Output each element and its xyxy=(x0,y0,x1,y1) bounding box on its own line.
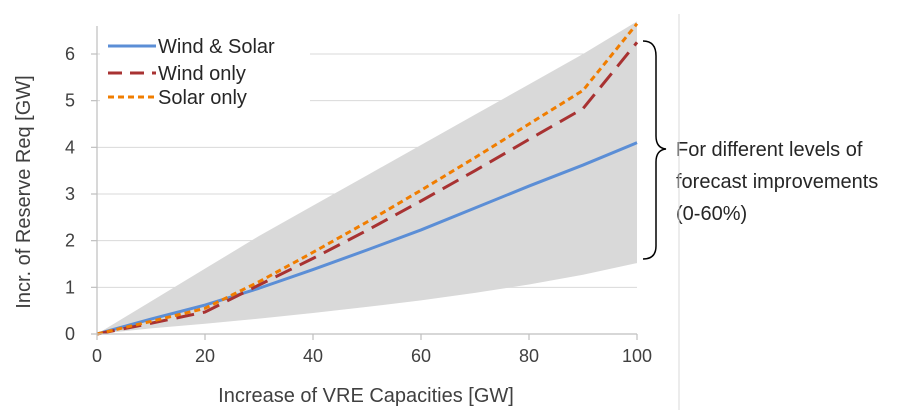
y-tick-label-5: 5 xyxy=(65,91,75,111)
y-tick-label-1: 1 xyxy=(65,277,75,297)
annotation-line-1: For different levels of xyxy=(676,139,863,161)
range-annotation: For different levels of forecast improve… xyxy=(676,139,878,225)
x-tick-label-20: 20 xyxy=(195,346,215,366)
legend-label-wind-only: Wind only xyxy=(158,63,246,85)
y-tick-label-4: 4 xyxy=(65,137,75,157)
series-line-solar-only xyxy=(96,22,639,336)
tick-labels: 0 20 40 60 80 100 0 1 2 3 4 5 6 xyxy=(65,44,652,366)
forecast-range-band xyxy=(97,21,637,334)
legend-label-wind-solar: Wind & Solar xyxy=(158,36,275,58)
x-tick-label-40: 40 xyxy=(303,346,323,366)
x-axis-title: Increase of VRE Capacities [GW] xyxy=(218,385,514,407)
y-tick-label-2: 2 xyxy=(65,231,75,251)
band-area xyxy=(97,21,637,334)
x-tick-label-0: 0 xyxy=(92,346,102,366)
range-brace xyxy=(642,40,667,260)
annotation-line-3: (0-60%) xyxy=(676,203,747,225)
axes xyxy=(91,26,638,340)
y-tick-label-6: 6 xyxy=(65,44,75,64)
series-lines xyxy=(96,22,639,336)
legend: Wind & Solar Wind only Solar only xyxy=(100,34,310,114)
series-line-wind-solar xyxy=(96,141,638,336)
series-line-wind-only xyxy=(96,41,639,336)
legend-label-solar-only: Solar only xyxy=(158,87,247,109)
y-tick-label-0: 0 xyxy=(65,324,75,344)
y-axis-title: Incr. of Reserve Req [GW] xyxy=(13,75,35,308)
x-tick-label-80: 80 xyxy=(519,346,539,366)
x-tick-label-100: 100 xyxy=(622,346,652,366)
annotation-line-2: forecast improvements xyxy=(676,171,878,193)
y-tick-label-3: 3 xyxy=(65,184,75,204)
x-tick-label-60: 60 xyxy=(411,346,431,366)
